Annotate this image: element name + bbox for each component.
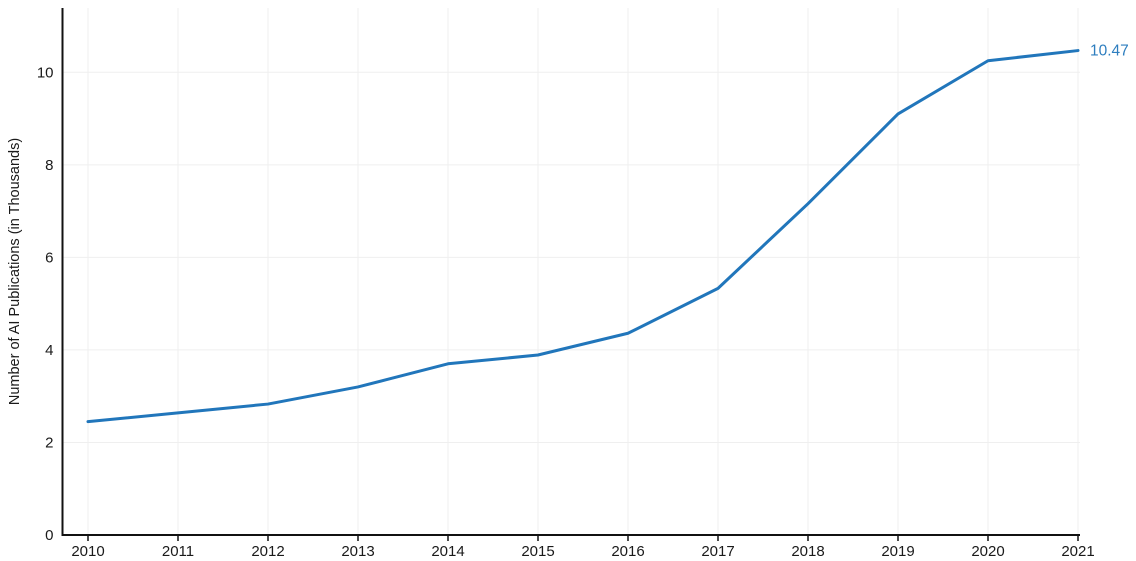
x-tick-label: 2018 xyxy=(791,543,824,560)
x-tick-label: 2020 xyxy=(971,543,1004,560)
y-tick-label: 0 xyxy=(45,527,53,544)
x-tick-label: 2014 xyxy=(431,543,464,560)
x-tick-label: 2010 xyxy=(71,543,104,560)
y-tick-label: 4 xyxy=(45,342,53,359)
x-tick-label: 2017 xyxy=(701,543,734,560)
data-line xyxy=(86,49,1080,424)
x-tick-label: 2011 xyxy=(162,543,194,560)
y-tick-label: 6 xyxy=(45,249,53,266)
y-tick-label: 2 xyxy=(45,434,53,451)
x-tick-label: 2021 xyxy=(1061,543,1094,560)
x-tick-label: 2016 xyxy=(611,543,644,560)
x-tick-label: 2012 xyxy=(251,543,284,560)
y-axis-title: Number of AI Publications (in Thousands) xyxy=(7,138,23,405)
end-value-label: 10.47 xyxy=(1090,43,1129,60)
x-tick-label: 2015 xyxy=(521,543,554,560)
y-tick-label: 8 xyxy=(45,157,53,174)
x-tick-label: 2013 xyxy=(341,543,374,560)
x-tick-label: 2019 xyxy=(881,543,914,560)
y-tick-label: 10 xyxy=(37,64,54,81)
